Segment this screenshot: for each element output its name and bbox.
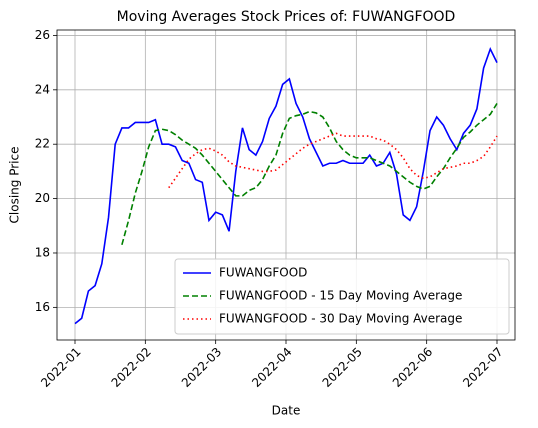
x-tick-label: 2022-05 — [320, 345, 365, 390]
y-tick-label: 16 — [35, 300, 50, 314]
axes-frame — [56, 29, 516, 341]
x-tick-label: 2022-06 — [390, 345, 435, 390]
x-tick-label: 2022-02 — [109, 345, 154, 390]
series-line — [168, 132, 498, 189]
x-axis-label: Date — [272, 404, 301, 418]
x-tick-label: 2022-07 — [460, 345, 505, 390]
legend-label: FUWANGFOOD - 15 Day Moving Average — [219, 289, 462, 303]
y-tick-label: 22 — [35, 137, 50, 151]
chart-title: Moving Averages Stock Prices of: FUWANGF… — [117, 9, 456, 25]
y-tick-label: 26 — [35, 28, 50, 42]
legend-label: FUWANGFOOD - 30 Day Moving Average — [219, 312, 462, 326]
x-tick-label: 2022-04 — [249, 345, 294, 390]
legend: FUWANGFOOD FUWANGFOOD - 15 Day Moving Ave… — [174, 258, 510, 335]
y-tick-label: 18 — [35, 245, 50, 259]
legend-box — [174, 258, 510, 335]
y-axis-label: Closing Price — [8, 147, 22, 224]
legend-label: FUWANGFOOD — [219, 266, 307, 280]
x-tick-label: 2022-03 — [179, 345, 224, 390]
x-tick-label: 2022-01 — [38, 345, 83, 390]
y-tick-label: 20 — [35, 191, 50, 205]
y-tick-label: 24 — [35, 82, 50, 96]
series-line — [121, 103, 498, 246]
series-line — [74, 46, 498, 325]
